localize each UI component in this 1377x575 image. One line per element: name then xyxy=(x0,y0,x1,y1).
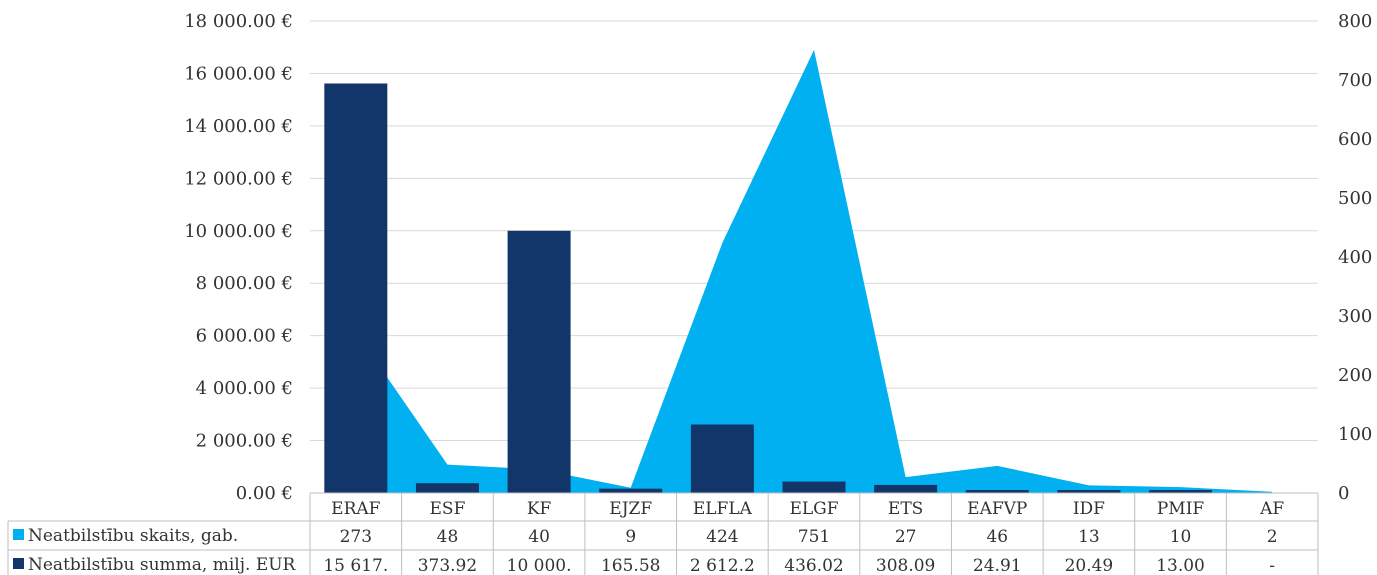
left-axis-tick-label: 0.00 € xyxy=(236,483,293,504)
data-table-cell: 13 xyxy=(1078,527,1100,547)
data-table-cell: 40 xyxy=(528,527,550,547)
data-table-cell: 9 xyxy=(625,527,636,547)
data-table-cell: 2 612.2 xyxy=(690,556,755,575)
left-axis-tick-label: 8 000.00 € xyxy=(196,273,293,294)
category-label-pmif: PMIF xyxy=(1157,499,1205,519)
bar-series-layer xyxy=(324,83,1213,494)
left-axis-tick-label: 18 000.00 € xyxy=(184,11,293,32)
data-table-cell: 273 xyxy=(340,527,372,547)
bar-ejzf xyxy=(599,488,663,493)
right-axis-tick-label: 300 xyxy=(1338,306,1372,327)
legend-label: Neatbilstību summa, milj. EUR xyxy=(28,555,297,575)
category-label-ets: ETS xyxy=(888,499,923,519)
left-axis: 0.00 € 2 000.00 € 4 000.00 € 6 000.00 € 8 00… xyxy=(184,11,293,504)
bar-kf xyxy=(507,230,571,493)
right-axis-tick-label: 500 xyxy=(1338,188,1372,209)
left-axis-tick-label: 10 000.00 € xyxy=(184,221,293,242)
data-table-cell: 373.92 xyxy=(418,556,477,575)
data-table-cell: 46 xyxy=(986,527,1008,547)
right-axis-tick-label: 800 xyxy=(1338,11,1372,32)
left-axis-tick-label: 16 000.00 € xyxy=(184,63,293,84)
data-table-cell: 424 xyxy=(706,527,738,547)
data-table-cell: 436.02 xyxy=(784,556,843,575)
bar-esf xyxy=(415,483,479,493)
bar-eraf xyxy=(324,83,388,494)
data-table: ERAF ESF KF EJZF ELFLA ELGF ETS EAFVP IDF PMIF AF N… xyxy=(7,492,1319,575)
left-axis-tick-label: 12 000.00 € xyxy=(184,168,293,189)
data-table-cell: - xyxy=(1269,556,1275,575)
category-label-af: AF xyxy=(1259,499,1284,519)
right-axis-tick-label: 600 xyxy=(1338,129,1372,150)
right-axis-tick-label: 400 xyxy=(1338,247,1372,268)
bar-eafvp xyxy=(965,490,1029,493)
bar-elfla xyxy=(690,424,754,493)
category-label-esf: ESF xyxy=(430,499,466,519)
data-table-cell: 165.58 xyxy=(601,556,660,575)
left-axis-tick-label: 14 000.00 € xyxy=(184,116,293,137)
left-axis-tick-label: 2 000.00 € xyxy=(196,431,293,452)
area-series-neatbilst-bu-skaits-gab xyxy=(355,49,1273,493)
data-table-cell: 27 xyxy=(895,527,917,547)
bar-idf xyxy=(1057,490,1121,493)
area-series-layer xyxy=(355,49,1273,493)
data-table-cell: 15 617. xyxy=(323,556,388,575)
data-table-cell: 10 xyxy=(1170,527,1192,547)
bar-pmif xyxy=(1149,490,1213,493)
category-label-eraf: ERAF xyxy=(331,499,380,519)
data-table-cell: 13.00 xyxy=(1156,556,1205,575)
legend-key-neatbilst-bu-summa-milj-eur xyxy=(13,558,24,569)
category-label-eafvp: EAFVP xyxy=(967,499,1027,519)
category-label-kf: KF xyxy=(527,499,552,519)
right-axis-tick-label: 100 xyxy=(1338,424,1372,445)
right-axis-tick-label: 0 xyxy=(1338,483,1349,504)
data-table-cell: 308.09 xyxy=(876,556,935,575)
data-table-cell: 2 xyxy=(1267,527,1278,547)
category-label-elfla: ELFLA xyxy=(693,499,753,519)
data-table-cell: 751 xyxy=(798,527,830,547)
right-axis: 0 100 200 300 400 500 600 700 800 xyxy=(1338,11,1372,504)
data-table-cell: 10 000. xyxy=(507,556,572,575)
bar-ets xyxy=(874,484,938,493)
right-axis-tick-label: 700 xyxy=(1338,70,1372,91)
data-table-cell: 24.91 xyxy=(973,556,1022,575)
category-label-elgf: ELGF xyxy=(789,499,838,519)
left-axis-tick-label: 4 000.00 € xyxy=(196,378,293,399)
left-axis-tick-label: 6 000.00 € xyxy=(196,326,293,347)
right-axis-tick-label: 200 xyxy=(1338,365,1372,386)
data-table-cell: 20.49 xyxy=(1065,556,1114,575)
category-label-idf: IDF xyxy=(1073,499,1105,519)
legend-key-neatbilst-bu-skaits-gab xyxy=(13,529,24,540)
bar-elgf xyxy=(782,481,846,493)
data-table-cell: 48 xyxy=(437,527,459,547)
category-label-ejzf: EJZF xyxy=(609,499,652,519)
legend-label: Neatbilstību skaits, gab. xyxy=(28,526,238,546)
